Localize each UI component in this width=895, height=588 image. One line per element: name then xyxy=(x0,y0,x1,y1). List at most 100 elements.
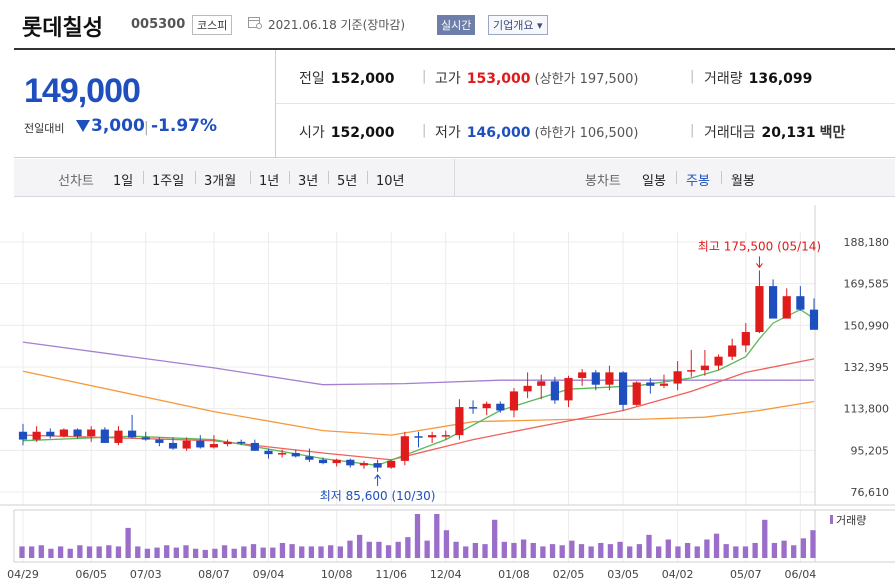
volume-bar xyxy=(125,527,131,558)
calendar-icon xyxy=(248,17,262,29)
ma20-line xyxy=(22,358,815,461)
candle xyxy=(359,463,369,466)
ma60-line xyxy=(22,370,815,436)
realtime-button[interactable]: 실시간 xyxy=(437,15,476,35)
candle xyxy=(496,403,505,411)
volume-bar xyxy=(260,547,266,558)
y-tick-label: 150,990 xyxy=(844,319,890,332)
volume-bar xyxy=(530,542,536,558)
y-tick-label: 188,180 xyxy=(844,236,890,249)
tab-1day[interactable]: 1일 xyxy=(113,174,134,189)
company-overview-dropdown[interactable]: 기업개요 ▾ xyxy=(488,15,548,35)
candle xyxy=(659,383,669,386)
candle xyxy=(468,407,478,409)
volume-bar xyxy=(800,538,807,558)
volume-bar xyxy=(569,540,575,558)
volume-bar xyxy=(328,545,334,558)
candle xyxy=(578,372,587,378)
candle xyxy=(168,442,178,449)
tab-weekly-candle[interactable]: 주봉 xyxy=(686,174,710,189)
candle xyxy=(346,459,355,466)
volume-bar xyxy=(492,519,498,558)
volume-bar xyxy=(684,542,691,558)
candle xyxy=(291,453,300,457)
volume-bar xyxy=(463,546,469,558)
y-tick-label: 95,205 xyxy=(851,444,890,457)
market-badge: 코스피 xyxy=(192,15,233,35)
tab-5year[interactable]: 5년 xyxy=(337,174,358,189)
volume-bar xyxy=(115,546,122,558)
x-tick-label: 06/05 xyxy=(75,568,107,581)
candle-chart-label: 봉차트 xyxy=(585,174,621,189)
volume-bar xyxy=(19,546,25,558)
candle xyxy=(141,437,150,440)
down-arrow-icon xyxy=(76,120,90,132)
x-tick-label: 11/06 xyxy=(375,568,407,581)
volume-bar xyxy=(231,548,237,558)
volume-bar xyxy=(472,542,479,558)
volume-bar xyxy=(549,544,556,558)
volume-bar xyxy=(86,546,93,558)
tab-1week[interactable]: 1주일 xyxy=(152,174,185,189)
line-chart-label: 선차트 xyxy=(58,174,94,189)
open-price: 시가 152,000 xyxy=(299,125,395,141)
candle xyxy=(182,440,191,449)
candle xyxy=(523,385,532,392)
x-tick-label: 04/29 xyxy=(7,568,39,581)
candle xyxy=(250,442,259,451)
volume-bar xyxy=(183,545,189,558)
volume-bar xyxy=(221,545,228,558)
candle xyxy=(114,430,123,443)
volume-bar xyxy=(588,546,594,558)
volume-bar xyxy=(443,530,450,558)
candle xyxy=(564,377,573,401)
y-tick-label: 113,800 xyxy=(844,403,890,416)
candle xyxy=(646,382,655,386)
low-price: 저가 146,000 (하한가 106,500) xyxy=(435,125,639,141)
volume-bar xyxy=(318,546,324,558)
change-label: 전일대비 xyxy=(24,122,65,135)
tab-10year[interactable]: 10년 xyxy=(376,174,405,189)
candle xyxy=(509,391,519,411)
volume-bar xyxy=(164,545,170,558)
candle xyxy=(223,441,232,445)
candle xyxy=(782,296,791,319)
volume-bar xyxy=(810,530,816,558)
x-tick-label: 05/07 xyxy=(730,568,762,581)
candle xyxy=(714,356,723,366)
x-tick-label: 09/04 xyxy=(253,568,285,581)
candle xyxy=(428,435,437,438)
volume-bar xyxy=(356,534,363,558)
tab-daily-candle[interactable]: 일봉 xyxy=(642,174,666,189)
volume-bar xyxy=(791,545,797,558)
change-percent: -1.97% xyxy=(151,116,218,136)
summary-divider xyxy=(275,50,276,158)
candle xyxy=(237,441,246,444)
candle xyxy=(537,381,546,386)
volume-bar xyxy=(607,544,614,558)
tab-3year[interactable]: 3년 xyxy=(298,174,319,189)
header-divider xyxy=(14,48,895,50)
candle xyxy=(18,431,28,440)
volume-bar xyxy=(308,546,315,558)
volume-bar xyxy=(646,534,652,558)
volume-bar xyxy=(540,546,546,558)
candle xyxy=(318,459,328,464)
volume-bar xyxy=(617,541,623,558)
volume-bar xyxy=(192,548,199,558)
tab-3month[interactable]: 3개월 xyxy=(204,174,237,189)
tab-1year[interactable]: 1년 xyxy=(259,174,280,189)
chart-tabs: 선차트 1일 1주일 3개월 1년 3년 5년 10년 봉차트 일봉 주봉 월봉 xyxy=(14,159,895,197)
volume-bar xyxy=(434,514,440,558)
high-arrow-icon xyxy=(756,256,763,269)
volume-bar xyxy=(202,549,208,558)
x-tick-label: 02/05 xyxy=(553,568,585,581)
volume-legend-swatch xyxy=(830,515,833,524)
volume-bar xyxy=(414,514,421,558)
volume-bar xyxy=(38,545,44,558)
volume-bar xyxy=(627,546,633,558)
candle xyxy=(591,372,600,385)
volume-bar xyxy=(96,546,102,558)
tab-monthly-candle[interactable]: 월봉 xyxy=(731,174,755,189)
candle xyxy=(87,429,96,437)
